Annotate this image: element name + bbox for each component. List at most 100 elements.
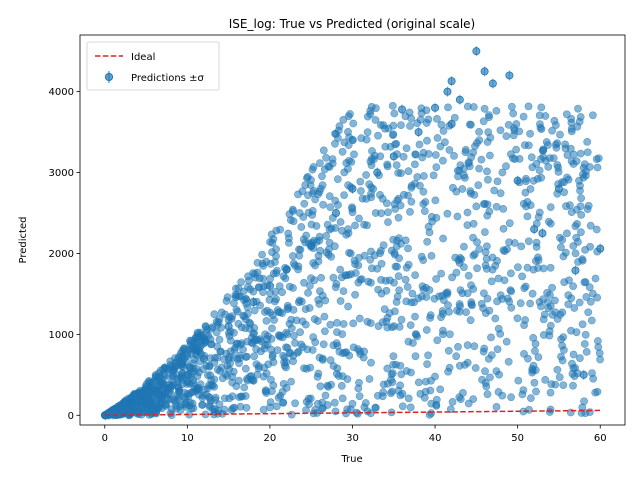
data-point	[125, 406, 134, 415]
scatter-point	[295, 296, 304, 305]
scatter-point	[483, 138, 492, 146]
scatter-point	[481, 248, 490, 257]
scatter-point	[411, 352, 420, 361]
scatter-point	[227, 406, 236, 414]
scatter-point	[535, 166, 544, 175]
scatter-point	[588, 369, 596, 377]
scatter-point	[534, 264, 542, 272]
scatter-point	[456, 161, 465, 169]
scatter-point	[406, 321, 415, 329]
scatter-point	[419, 172, 428, 180]
scatter-point	[469, 395, 478, 403]
scatter-point	[448, 273, 456, 282]
scatter-point	[195, 343, 204, 352]
scatter-point	[418, 153, 427, 162]
scatter-point	[479, 289, 488, 298]
scatter-point	[257, 337, 266, 346]
scatter-point	[483, 200, 492, 209]
scatter-point	[513, 314, 522, 323]
scatter-point	[399, 190, 408, 199]
scatter-point	[319, 340, 328, 349]
scatter-point	[422, 283, 430, 292]
scatter-point	[427, 399, 436, 408]
scatter-point	[345, 248, 353, 257]
scatter-point	[382, 199, 391, 208]
scatter-point	[235, 292, 243, 301]
scatter-point	[236, 340, 245, 349]
scatter-point	[390, 278, 398, 287]
scatter-point	[265, 403, 274, 412]
scatter-point	[280, 358, 288, 367]
scatter-point	[503, 245, 511, 254]
scatter-point	[483, 390, 492, 399]
scatter-point	[269, 358, 278, 367]
scatter-point	[210, 310, 219, 319]
scatter-point	[355, 314, 364, 323]
scatter-point	[355, 392, 364, 401]
scatter-point	[578, 320, 587, 329]
scatter-point	[427, 212, 436, 221]
scatter-point	[504, 121, 513, 129]
scatter-point	[333, 364, 342, 373]
scatter-point	[319, 200, 327, 209]
scatter-point	[366, 255, 375, 264]
scatter-point	[242, 403, 251, 412]
scatter-point	[473, 238, 481, 247]
scatter-point	[287, 377, 295, 386]
x-tick-label: 30	[346, 433, 359, 444]
scatter-point	[267, 345, 276, 354]
data-point	[513, 176, 522, 185]
scatter-point	[432, 275, 440, 283]
scatter-point	[458, 289, 467, 298]
y-tick-label: 1000	[49, 330, 74, 341]
scatter-point	[300, 199, 309, 208]
data-point	[571, 266, 580, 275]
scatter-point	[266, 259, 275, 268]
scatter-point	[272, 226, 281, 235]
scatter-point	[521, 282, 530, 291]
scatter-point	[317, 273, 325, 282]
x-tick-label: 20	[264, 433, 277, 444]
scatter-point	[530, 378, 539, 387]
scatter-point	[502, 162, 510, 171]
data-point	[307, 241, 316, 250]
scatter-point	[262, 316, 271, 325]
scatter-point	[405, 108, 414, 117]
scatter-point	[574, 238, 582, 246]
scatter-point	[308, 346, 317, 354]
scatter-point	[466, 187, 475, 195]
scatter-point	[404, 244, 412, 253]
scatter-point	[255, 274, 264, 283]
scatter-point	[324, 162, 333, 171]
scatter-point	[346, 110, 354, 118]
scatter-point	[519, 386, 528, 394]
scatter-point	[392, 161, 401, 169]
scatter-point	[481, 367, 489, 376]
scatter-point	[198, 400, 206, 409]
scatter-point	[347, 158, 356, 166]
scatter-point	[594, 154, 603, 163]
scatter-point	[411, 312, 419, 321]
scatter-point	[465, 162, 474, 171]
scatter-point	[402, 367, 411, 375]
scatter-point	[561, 144, 570, 153]
scatter-point	[326, 320, 335, 329]
scatter-point	[577, 194, 585, 203]
scatter-point	[485, 373, 494, 382]
x-tick-label: 60	[594, 433, 607, 444]
scatter-point	[388, 387, 396, 396]
scatter-point	[582, 293, 591, 301]
scatter-point	[410, 160, 419, 169]
scatter-point	[524, 141, 533, 150]
scatter-point	[424, 351, 432, 360]
scatter-point	[240, 383, 249, 392]
scatter-point	[250, 306, 259, 315]
scatter-point	[545, 408, 554, 416]
scatter-point	[259, 261, 268, 270]
scatter-point	[548, 126, 556, 135]
scatter-point	[288, 252, 297, 260]
chart-title: ISE_log: True vs Predicted (original sca…	[229, 17, 475, 31]
data-point	[249, 298, 258, 307]
scatter-point	[517, 242, 526, 251]
scatter-point	[384, 208, 392, 217]
